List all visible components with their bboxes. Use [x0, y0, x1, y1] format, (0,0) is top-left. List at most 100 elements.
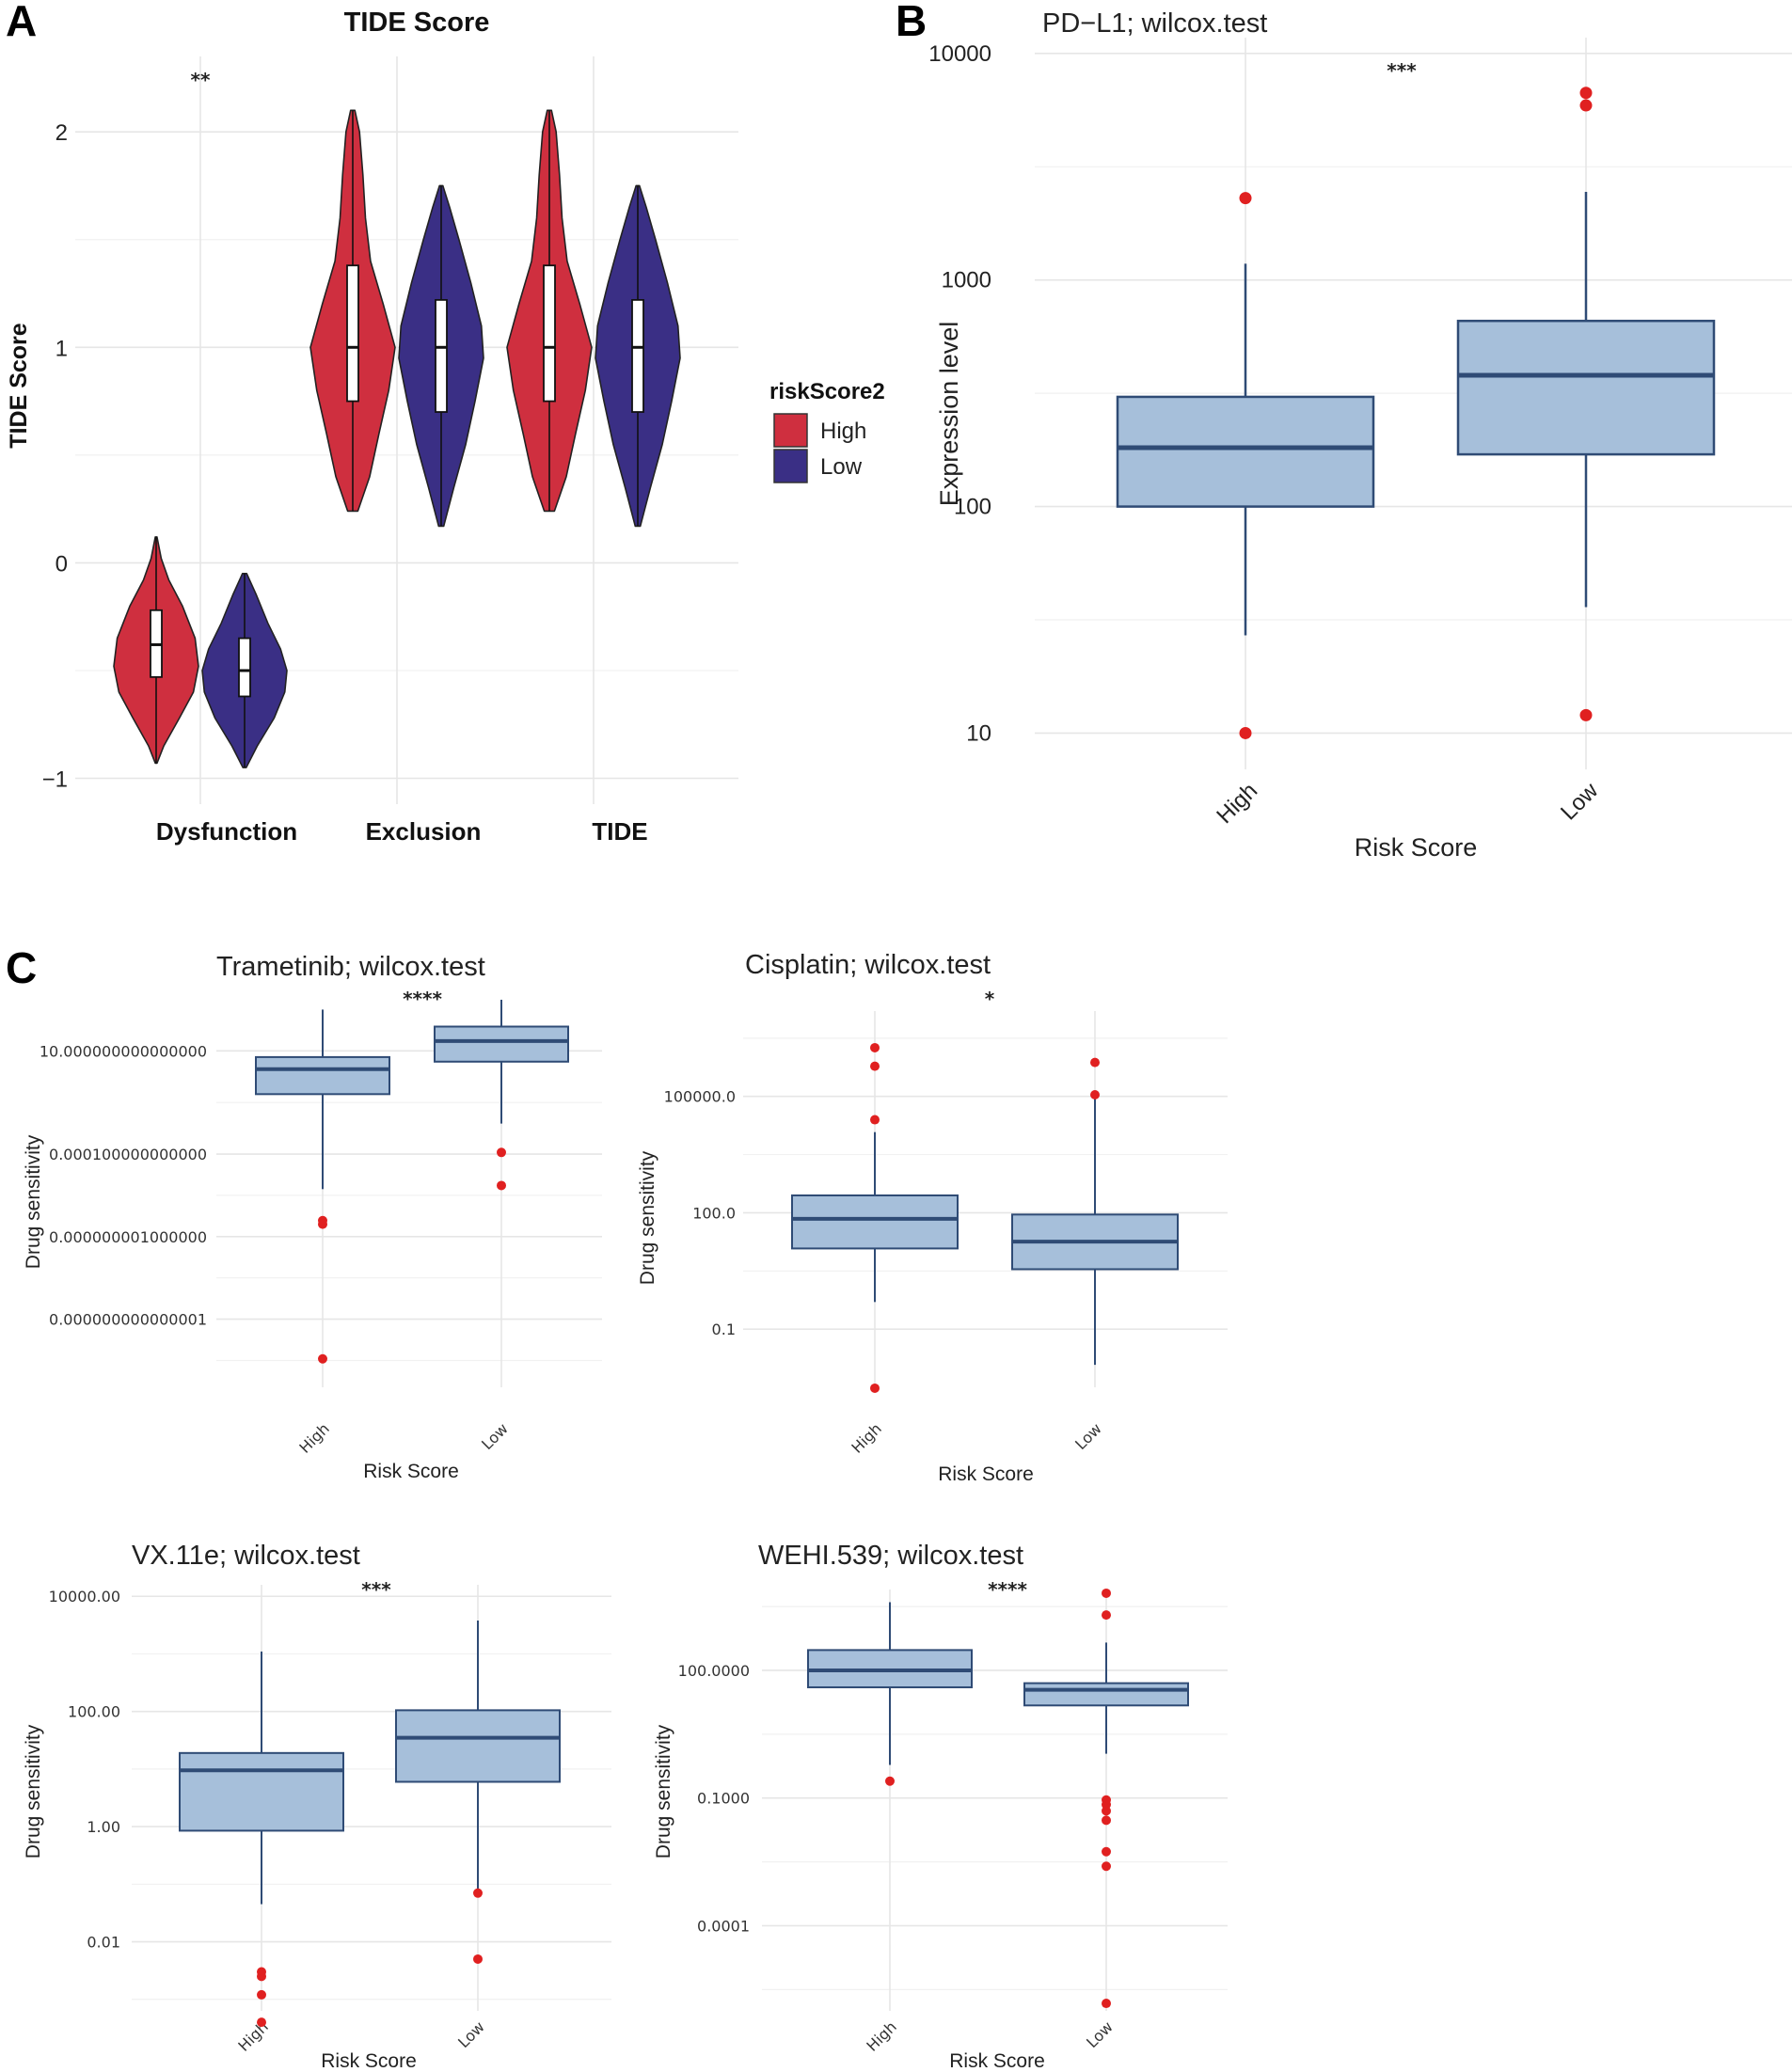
significance-label: *** [1387, 59, 1417, 82]
x-tick-label: Low [1071, 1419, 1105, 1453]
legend-label-low: Low [820, 454, 863, 480]
x-tick-label: High [848, 1419, 884, 1456]
x-tick-label: High [863, 2017, 899, 2054]
significance-label: **** [403, 988, 442, 1010]
x-axis-label: Risk Score [321, 2050, 417, 2072]
x-tick-label: High [234, 2017, 271, 2054]
y-tick-label: −1 [42, 767, 68, 793]
outlier-point [318, 1219, 327, 1229]
chart-title: PD−L1; wilcox.test [1042, 8, 1267, 39]
y-tick-label: 0.1000 [697, 1790, 750, 1808]
tide-violin-chart: −1 0 1 2 Dysfunction Exclusion TIDE TIDE Score T… [6, 8, 885, 846]
y-tick-label: 1 [56, 336, 68, 361]
plots-layer: −1 0 1 2 Dysfunction Exclusion TIDE TIDE Score T… [6, 8, 1792, 2072]
vx11e-box-chart: 0.01 1.00 100.00 10000.00 High Low VX.11e; wil… [23, 1541, 611, 2072]
chart-title: Trametinib; wilcox.test [216, 952, 485, 982]
box-low [395, 1709, 561, 1783]
outlier-point [1102, 1861, 1111, 1872]
x-tick-label: Dysfunction [156, 817, 297, 846]
legend-label-high: High [820, 419, 866, 444]
outlier-point [1579, 87, 1593, 100]
trametinib-box-chart: 0.000000000000001 0.000000001000000 0.0001… [23, 952, 602, 1482]
outlier-point [870, 1383, 880, 1393]
x-axis-label: Risk Score [363, 1461, 459, 1482]
legend-swatch-low [773, 449, 808, 483]
y-tick-label: 100 [954, 495, 991, 520]
outlier-point [318, 1353, 327, 1364]
box-low [1023, 1682, 1189, 1707]
y-axis-label: Drug sensitivity [653, 1724, 674, 1858]
outlier-point [870, 1115, 880, 1125]
violin-iqr-box [435, 298, 448, 413]
outlier-point [1090, 1090, 1100, 1100]
outlier-point [473, 1953, 483, 1964]
y-tick-label: 1.00 [87, 1818, 120, 1836]
y-tick-label: 100.0000 [678, 1662, 750, 1680]
x-tick-label: High [1212, 778, 1262, 829]
outlier-point [1239, 726, 1252, 739]
outlier-point [885, 1776, 895, 1786]
y-tick-label: 10000 [928, 41, 991, 67]
y-tick-label: 100.0 [692, 1204, 736, 1222]
x-tick-label: Low [454, 2017, 488, 2051]
violin-iqr-box [543, 264, 556, 403]
panel-letter-a: A [6, 0, 37, 45]
y-tick-label: 0.000100000000000 [49, 1146, 207, 1163]
chart-title: WEHI.539; wilcox.test [758, 1541, 1023, 1571]
outlier-point [497, 1147, 506, 1158]
box-high [255, 1055, 390, 1096]
panel-letter-b: B [896, 0, 927, 45]
outlier-point [1102, 1610, 1111, 1621]
significance-label: **** [988, 1578, 1027, 1601]
significance-label: ** [191, 69, 211, 91]
y-axis-label: Drug sensitivity [23, 1134, 44, 1269]
wehi539-box-chart: 0.0001 0.1000 100.0000 High Low WEHI.539; wil… [653, 1541, 1228, 2072]
chart-title: Cisplatin; wilcox.test [745, 950, 991, 980]
x-axis-label: Risk Score [938, 1463, 1034, 1485]
y-axis-label: Drug sensitivity [637, 1150, 658, 1285]
outlier-point [1579, 99, 1593, 112]
outlier-point [1102, 1815, 1111, 1826]
y-tick-label: 2 [56, 120, 68, 146]
box-high [179, 1751, 344, 1832]
outlier-point [1579, 708, 1593, 721]
box-low [434, 1025, 569, 1063]
legend-swatch-high [773, 413, 808, 448]
significance-label: *** [361, 1578, 391, 1601]
legend: riskScore2 High Low [769, 379, 885, 483]
chart-title: TIDE Score [344, 8, 490, 38]
outlier-point [1102, 1999, 1111, 2009]
outlier-point [497, 1180, 506, 1191]
outlier-point [1239, 192, 1252, 205]
x-tick-label: Low [1083, 2017, 1117, 2051]
violin-iqr-box [238, 637, 251, 698]
y-tick-label: 0 [56, 551, 68, 577]
y-axis-label: Expression level [935, 322, 963, 507]
x-tick-label: Low [1556, 778, 1604, 826]
outlier-point [473, 1888, 483, 1898]
box-high [791, 1194, 959, 1250]
chart-title: VX.11e; wilcox.test [132, 1541, 360, 1571]
outlier-point [1090, 1057, 1100, 1068]
box-high [1116, 395, 1375, 508]
y-tick-label: 0.000000000000001 [49, 1311, 207, 1329]
outlier-point [1102, 1846, 1111, 1857]
y-tick-label: 10000.00 [49, 1588, 120, 1605]
y-axis-label: Drug sensitivity [23, 1724, 44, 1858]
legend-title: riskScore2 [769, 379, 885, 404]
y-tick-label: 100.00 [68, 1703, 120, 1721]
panel-letter-c: C [6, 943, 37, 992]
y-tick-label: 0.01 [87, 1934, 120, 1952]
y-tick-label: 100000.0 [664, 1088, 736, 1106]
outlier-point [870, 1042, 880, 1052]
outlier-point [1102, 1588, 1111, 1598]
x-tick-label: Exclusion [366, 817, 482, 846]
y-tick-label: 0.1 [712, 1321, 736, 1338]
cisplatin-box-chart: 0.1 100.0 100000.0 High Low Cisplatin; wilcox… [637, 950, 1228, 1485]
x-axis-label: Risk Score [1355, 833, 1478, 862]
x-tick-label: Low [478, 1419, 512, 1453]
outlier-point [870, 1061, 880, 1071]
outlier-point [1102, 1795, 1111, 1805]
box-low [1456, 319, 1716, 456]
